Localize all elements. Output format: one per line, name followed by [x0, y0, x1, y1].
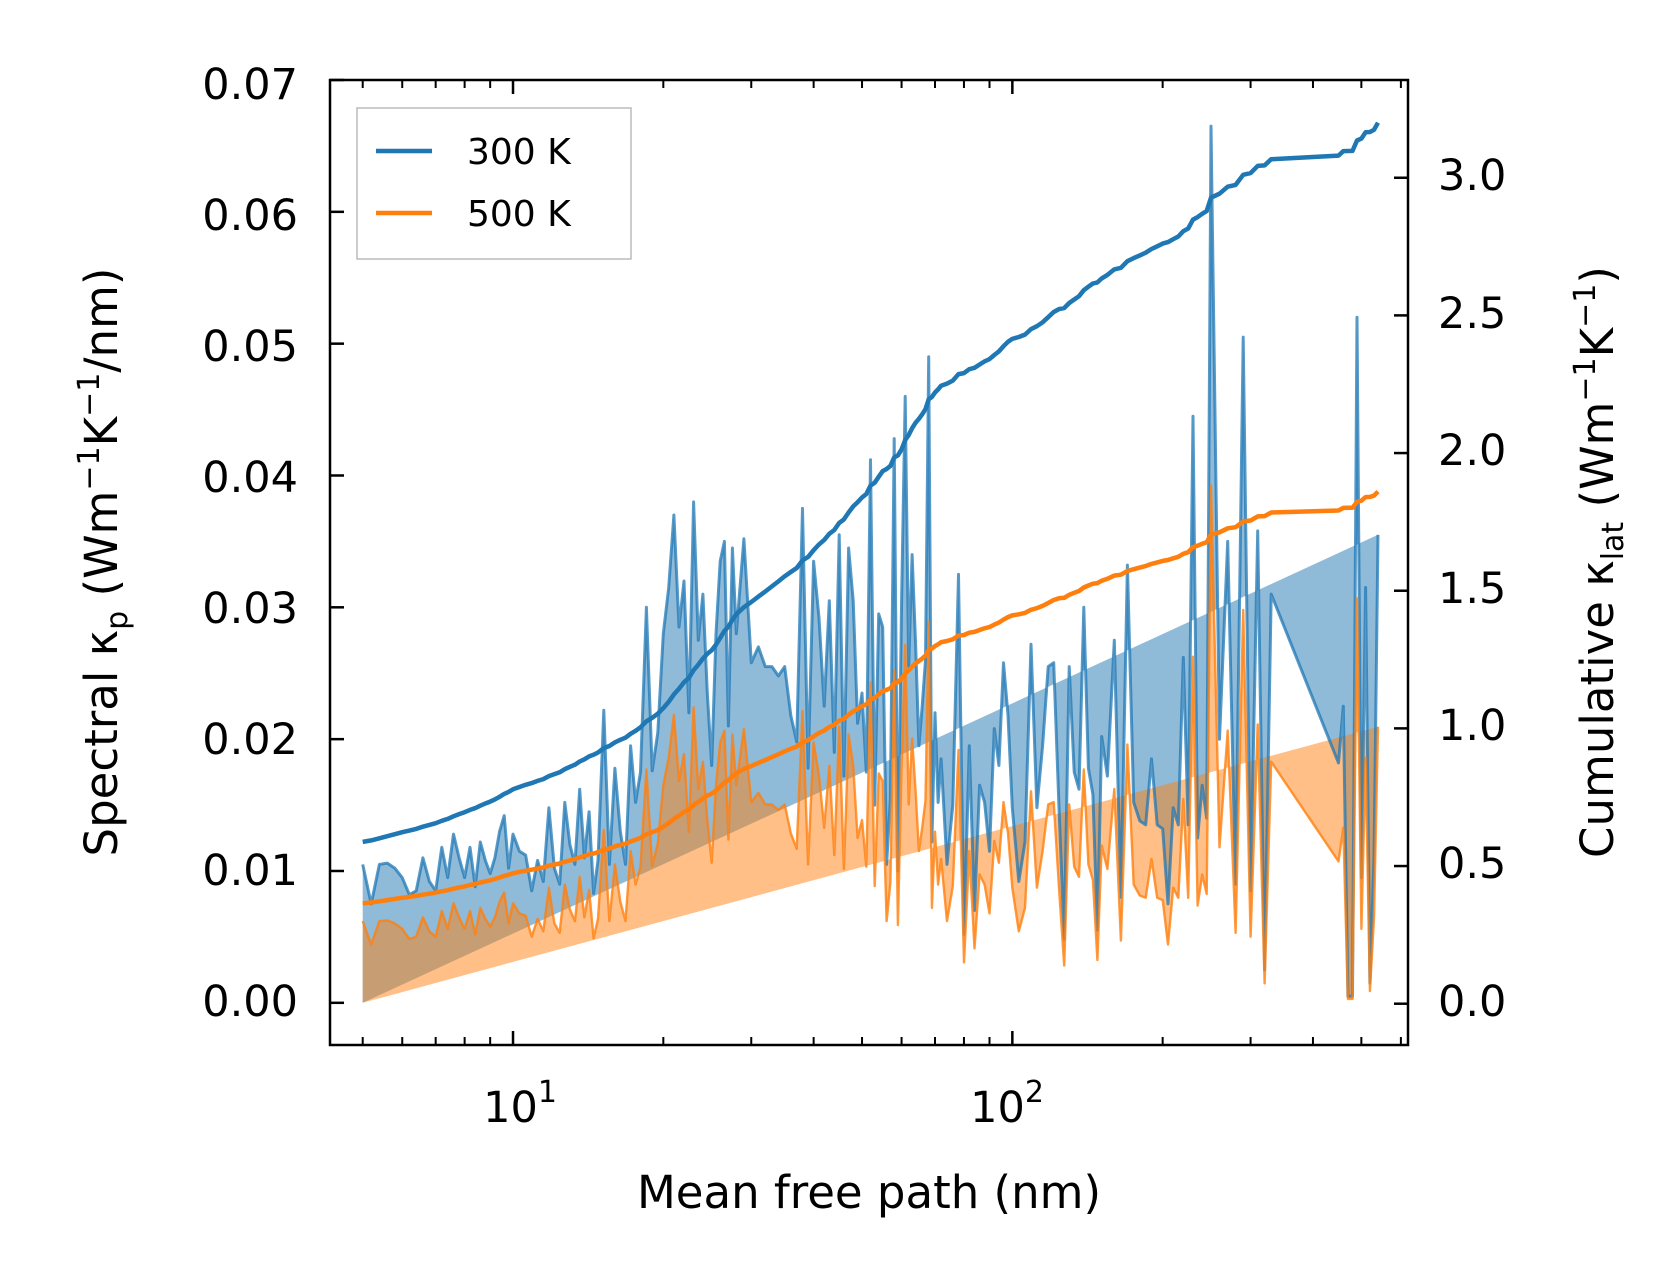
legend-label-500k: 500 K [467, 194, 572, 235]
y-right-tick-label: 3.0 [1438, 151, 1506, 201]
y-left-tick-label: 0.02 [202, 715, 298, 765]
y-right-tick-label: 1.0 [1438, 701, 1506, 751]
y-right-axis-label: Cumulative κlat (Wm−1K−1) [1568, 266, 1631, 858]
y-left-axis-label: Spectral κp (Wm−1K−1/nm) [72, 268, 135, 857]
y-right-tick-label: 2.0 [1438, 426, 1506, 476]
y-left-tick-label: 0.00 [202, 977, 298, 1027]
axis-ticks [330, 78, 1408, 1045]
y-left-tick-label: 0.03 [202, 584, 298, 634]
y-right-tick-labels: 0.0 0.5 1.0 1.5 2.0 2.5 3.0 [1438, 151, 1506, 1027]
y-right-tick-label: 2.5 [1438, 289, 1506, 339]
legend-box [356, 107, 632, 260]
cumulative-300k-line [362, 121, 1380, 845]
plot-frame [328, 78, 1410, 1047]
y-left-tick-label: 0.07 [202, 60, 298, 110]
legend: 300 K 500 K [356, 107, 632, 260]
y-left-tick-label: 0.06 [202, 191, 298, 241]
legend-label-300k: 300 K [467, 132, 572, 173]
y-left-tick-label: 0.04 [202, 453, 298, 503]
spectral-500k-line [361, 484, 1380, 1001]
spectral-300k-line [361, 124, 1380, 998]
x-tick-label: 101 [483, 1075, 557, 1133]
y-left-tick-label: 0.05 [202, 322, 298, 372]
plot-area [361, 121, 1380, 1003]
y-right-tick-label: 0.5 [1438, 839, 1506, 889]
spectral-500k-fill [362, 485, 1378, 1003]
y-left-tick-labels: 0.00 0.01 0.02 0.03 0.04 0.05 0.06 0.07 [202, 60, 298, 1027]
x-tick-label: 102 [970, 1075, 1044, 1133]
y-left-tick-label: 0.01 [202, 846, 298, 896]
cumulative-500k-line [362, 490, 1380, 906]
y-right-tick-label: 0.0 [1438, 977, 1506, 1027]
y-right-tick-label: 1.5 [1438, 564, 1506, 614]
x-axis-label: Mean free path (nm) [637, 1166, 1101, 1219]
